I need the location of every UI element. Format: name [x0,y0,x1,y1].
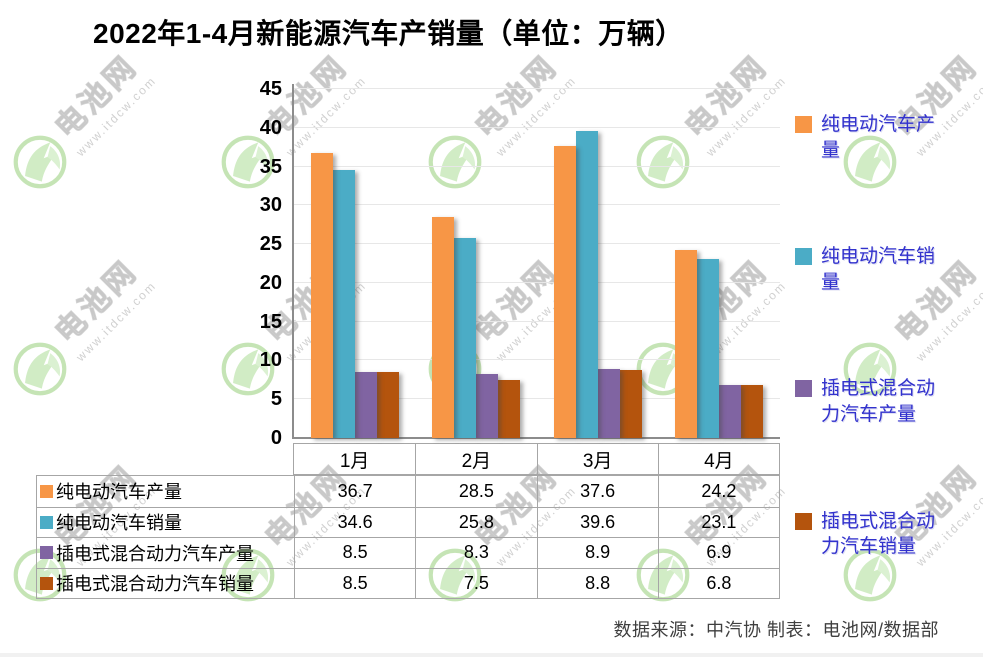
value-cell: 34.6 [294,506,416,537]
y-axis-tick-label: 10 [259,349,282,372]
month-header-cell: 3月 [536,444,658,474]
legend-item-label: 纯电动汽车产量 [821,114,936,161]
legend-item: 插电式混合动力汽车产量 [795,376,981,427]
legend-item-label: 插电式混合动力汽车销量 [821,510,936,558]
chart-title: 2022年1-4月新能源汽车产销量（单位：万辆） [93,18,684,49]
bar-group-2月 [416,89,538,438]
y-axis-tick-label: 0 [270,427,282,449]
month-header-cell: 4月 [657,444,779,474]
legend-key-icon [40,546,53,560]
bar [553,146,576,438]
source-note: 数据来源：中汽协 制表：电池网/数据部 [613,620,939,640]
value-cell: 36.7 [294,476,415,507]
gridline [294,204,780,206]
legend-key-swatch [795,116,812,133]
gridline [294,88,780,89]
bar [741,385,764,438]
gridline [294,126,780,128]
gridline [294,165,780,167]
legend-key-swatch [795,512,812,530]
value-cell: 6.8 [657,567,779,598]
value-cell: 7.5 [415,567,537,598]
value-cell: 8.3 [415,537,537,568]
legend-item-label: 插电式混合动力汽车产量 [821,378,936,426]
y-axis-tick-label: 35 [259,155,282,178]
value-cell: 23.1 [657,506,779,537]
bar [354,372,377,438]
gridline [294,281,780,283]
y-axis: 0 5 10 15 20 25 30 35 40 45 [228,79,282,448]
y-axis-line [292,84,294,438]
value-cell: 24.2 [657,476,779,507]
legend-item: 纯电动汽车产量 [795,112,981,163]
legend-key-swatch [795,380,812,398]
row-label-text: 纯电动汽车产量 [56,482,182,503]
value-cell: 8.8 [536,567,658,598]
gridline [294,359,780,361]
y-axis-tick-label: 5 [270,388,282,411]
legend: 纯电动汽车产量 纯电动汽车销量 插电式混合动力汽车产量 插电式混合动力汽车销量 [795,112,981,560]
bar [376,372,399,438]
value-cell: 8.9 [536,537,658,568]
table-header-row: 1月 2月 3月 4月 [293,443,780,475]
bar-group-1月 [294,89,416,438]
bar [675,250,698,438]
y-axis-tick-label: 20 [259,271,282,294]
legend-key-icon [40,576,53,590]
value-cell: 8.5 [294,567,416,598]
row-label-cell: 纯电动汽车销量 [37,506,294,538]
bottom-divider [0,653,983,657]
gridline [294,398,780,400]
bar [575,130,598,438]
y-axis-tick-label: 40 [259,116,282,139]
legend-item: 插电式混合动力汽车销量 [795,509,981,560]
plot-area [294,88,781,438]
row-label-text: 插电式混合动力汽车产量 [56,543,254,564]
bar [697,258,720,438]
data-table: 纯电动汽车产量 36.7 28.5 37.6 24.2 纯电动汽车销量 34.6 25.8 39… [36,475,780,599]
bar [332,169,355,438]
bar [619,369,642,438]
y-axis-tick-label: 15 [259,310,282,333]
y-axis-tick-label: 30 [259,194,282,217]
bar [719,384,742,438]
legend-item: 纯电动汽车销量 [795,244,981,295]
value-cell: 28.5 [415,476,536,507]
legend-item-label: 纯电动汽车销量 [821,246,936,293]
row-label-text: 插电式混合动力汽车销量 [56,574,254,595]
bar [597,368,620,438]
month-header-cell: 1月 [339,450,370,472]
row-label-text: 纯电动汽车销量 [56,513,182,534]
row-label-cell: 插电式混合动力汽车销量 [37,567,294,599]
legend-key-icon [40,484,53,498]
value-cell: 25.8 [415,506,537,537]
month-header-cell: 2月 [415,444,536,474]
legend-key-swatch [795,248,812,266]
legend-key-icon [40,515,53,529]
bar-group-4月 [659,89,781,438]
bar-group-3月 [537,89,659,438]
bar [432,216,455,438]
gridline [294,243,780,245]
value-cell: 39.6 [536,506,658,537]
bar [476,373,499,438]
gridline [294,320,780,322]
y-axis-tick-label: 45 [259,78,282,100]
row-label-cell: 纯电动汽车产量 [37,476,294,507]
y-axis-tick-label: 25 [259,233,282,256]
value-cell: 6.9 [657,537,779,568]
bar [454,237,477,438]
value-cell: 8.5 [294,537,416,568]
x-axis-line [292,437,780,439]
value-cell: 37.6 [536,476,658,507]
bar [498,379,521,438]
row-label-cell: 插电式混合动力汽车产量 [37,537,294,568]
bar [310,153,333,438]
